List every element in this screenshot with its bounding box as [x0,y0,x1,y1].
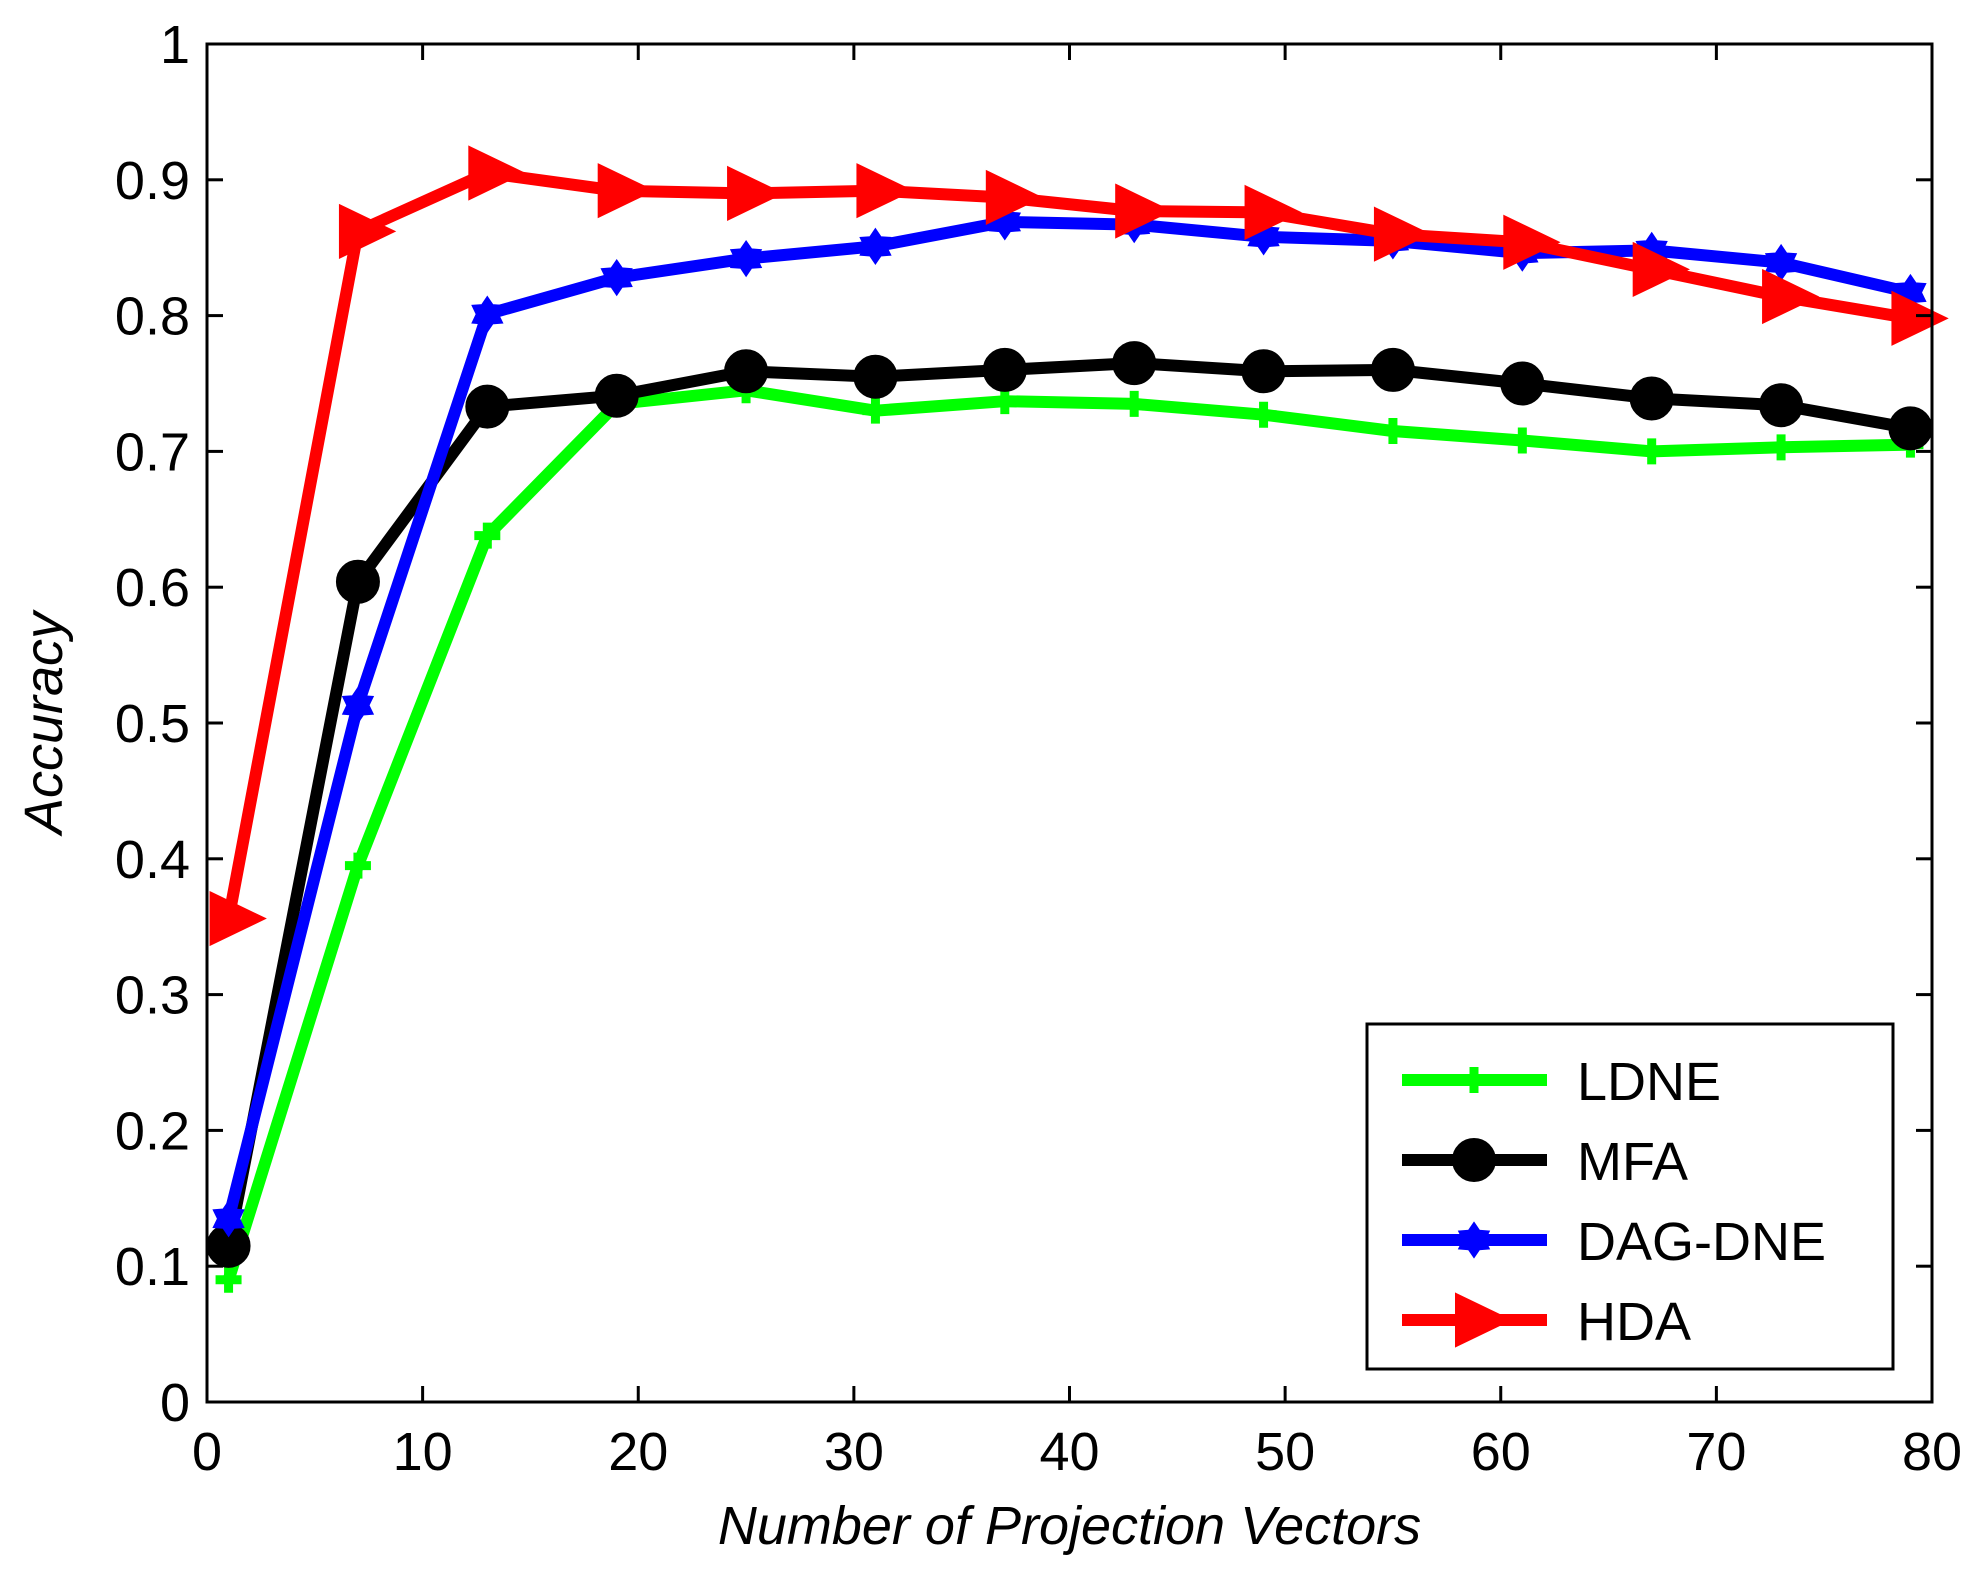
data-point-hda [1891,290,1949,346]
data-point-mfa [1112,341,1157,386]
y-tick-label: 0.4 [115,830,190,890]
data-point-hda [1632,241,1690,298]
y-tick-label: 0.2 [115,1101,190,1161]
legend-label: DAG-DNE [1577,1212,1826,1272]
series-mfa [206,341,1933,1268]
series-line-dag-dne [222,215,1917,1225]
y-tick-label: 0.7 [115,422,190,482]
data-point-mfa [594,373,639,418]
data-point-hda [1503,214,1561,270]
data-point-ldne [344,852,371,879]
data-point-ldne [1379,418,1406,445]
x-tick-label: 30 [824,1422,884,1482]
data-point-mfa [1370,347,1415,392]
data-point-dag-dne [859,227,892,265]
x-tick-label: 70 [1686,1422,1746,1482]
legend-entry-hda: HDA [1402,1292,1691,1352]
y-tick-label: 0.5 [115,694,190,754]
data-point-hda [856,163,914,219]
series-line-ldne [222,384,1917,1286]
data-point-hda [1373,206,1432,262]
data-point-ldne [1638,438,1665,465]
x-tick-label: 20 [608,1422,668,1482]
y-tick-label: 0.1 [115,1237,190,1297]
data-point-ldne [215,1266,242,1293]
data-point-mfa [982,347,1027,392]
axis-ticks: 0 10 20 30 40 50 60 70 80 0 0.1 0.2 0.3 0.4 0.5 0.6 0.7 0… [115,15,1962,1482]
data-point-hda [597,163,655,219]
data-point-mfa [1500,361,1545,406]
data-point-mfa [1241,349,1286,394]
data-point-dag-dne [341,686,375,724]
data-point-dag-dne [729,239,763,278]
legend-marker [1452,1138,1496,1182]
data-point-mfa [853,354,898,399]
y-tick-label: 0.3 [115,966,190,1026]
y-tick-label: 0.6 [115,558,190,618]
legend-entry-ldne: LDNE [1402,1052,1721,1112]
legend-label: HDA [1577,1292,1691,1352]
data-point-hda [338,203,397,259]
x-tick-label: 60 [1471,1422,1531,1482]
x-tick-label: 40 [1039,1422,1099,1482]
data-point-dag-dne [600,258,633,297]
data-point-hda [1115,183,1173,239]
data-point-dag-dne [212,1200,245,1238]
legend-label: MFA [1577,1132,1688,1192]
plot-area [206,145,1949,1293]
legend-marker [1457,1221,1491,1259]
data-point-dag-dne [471,295,504,333]
legend-entry-mfa: MFA [1402,1132,1688,1192]
legend: LDNE MFA DAG-DNE HDA [1365,1022,1895,1371]
data-point-mfa [335,559,380,604]
data-point-mfa [465,384,510,429]
data-point-hda [1244,184,1302,240]
data-point-ldne [1768,434,1795,461]
data-point-ldne [862,397,889,424]
y-tick-label: 0 [160,1373,190,1433]
data-point-mfa [1759,383,1804,428]
data-point-hda [727,165,785,221]
legend-marker [1461,1067,1487,1093]
data-point-hda [1762,268,1820,325]
data-point-ldne [1121,390,1148,417]
data-point-hda [468,145,526,201]
data-point-ldne [1250,401,1277,428]
data-point-mfa [1629,376,1674,421]
data-point-ldne [1509,427,1536,454]
data-point-mfa [1888,406,1933,451]
data-point-hda [209,890,267,947]
legend-entry-dag-dne: DAG-DNE [1402,1212,1826,1272]
x-tick-label: 10 [393,1422,453,1482]
legend-marker [1455,1292,1513,1348]
y-axis-label: Accuracy [14,609,74,837]
x-tick-label: 50 [1255,1422,1315,1482]
x-tick-label: 80 [1902,1422,1962,1482]
legend-label: LDNE [1577,1052,1721,1112]
data-point-hda [985,169,1044,226]
y-tick-label: 1 [160,15,190,75]
y-tick-label: 0.9 [115,151,190,211]
x-axis-label: Number of Projection Vectors [718,1496,1421,1556]
y-tick-label: 0.8 [115,287,190,347]
data-point-ldne [991,388,1018,415]
series-hda [209,145,1949,947]
data-point-ldne [474,522,501,549]
x-tick-label: 0 [192,1422,222,1482]
data-point-mfa [724,349,769,394]
